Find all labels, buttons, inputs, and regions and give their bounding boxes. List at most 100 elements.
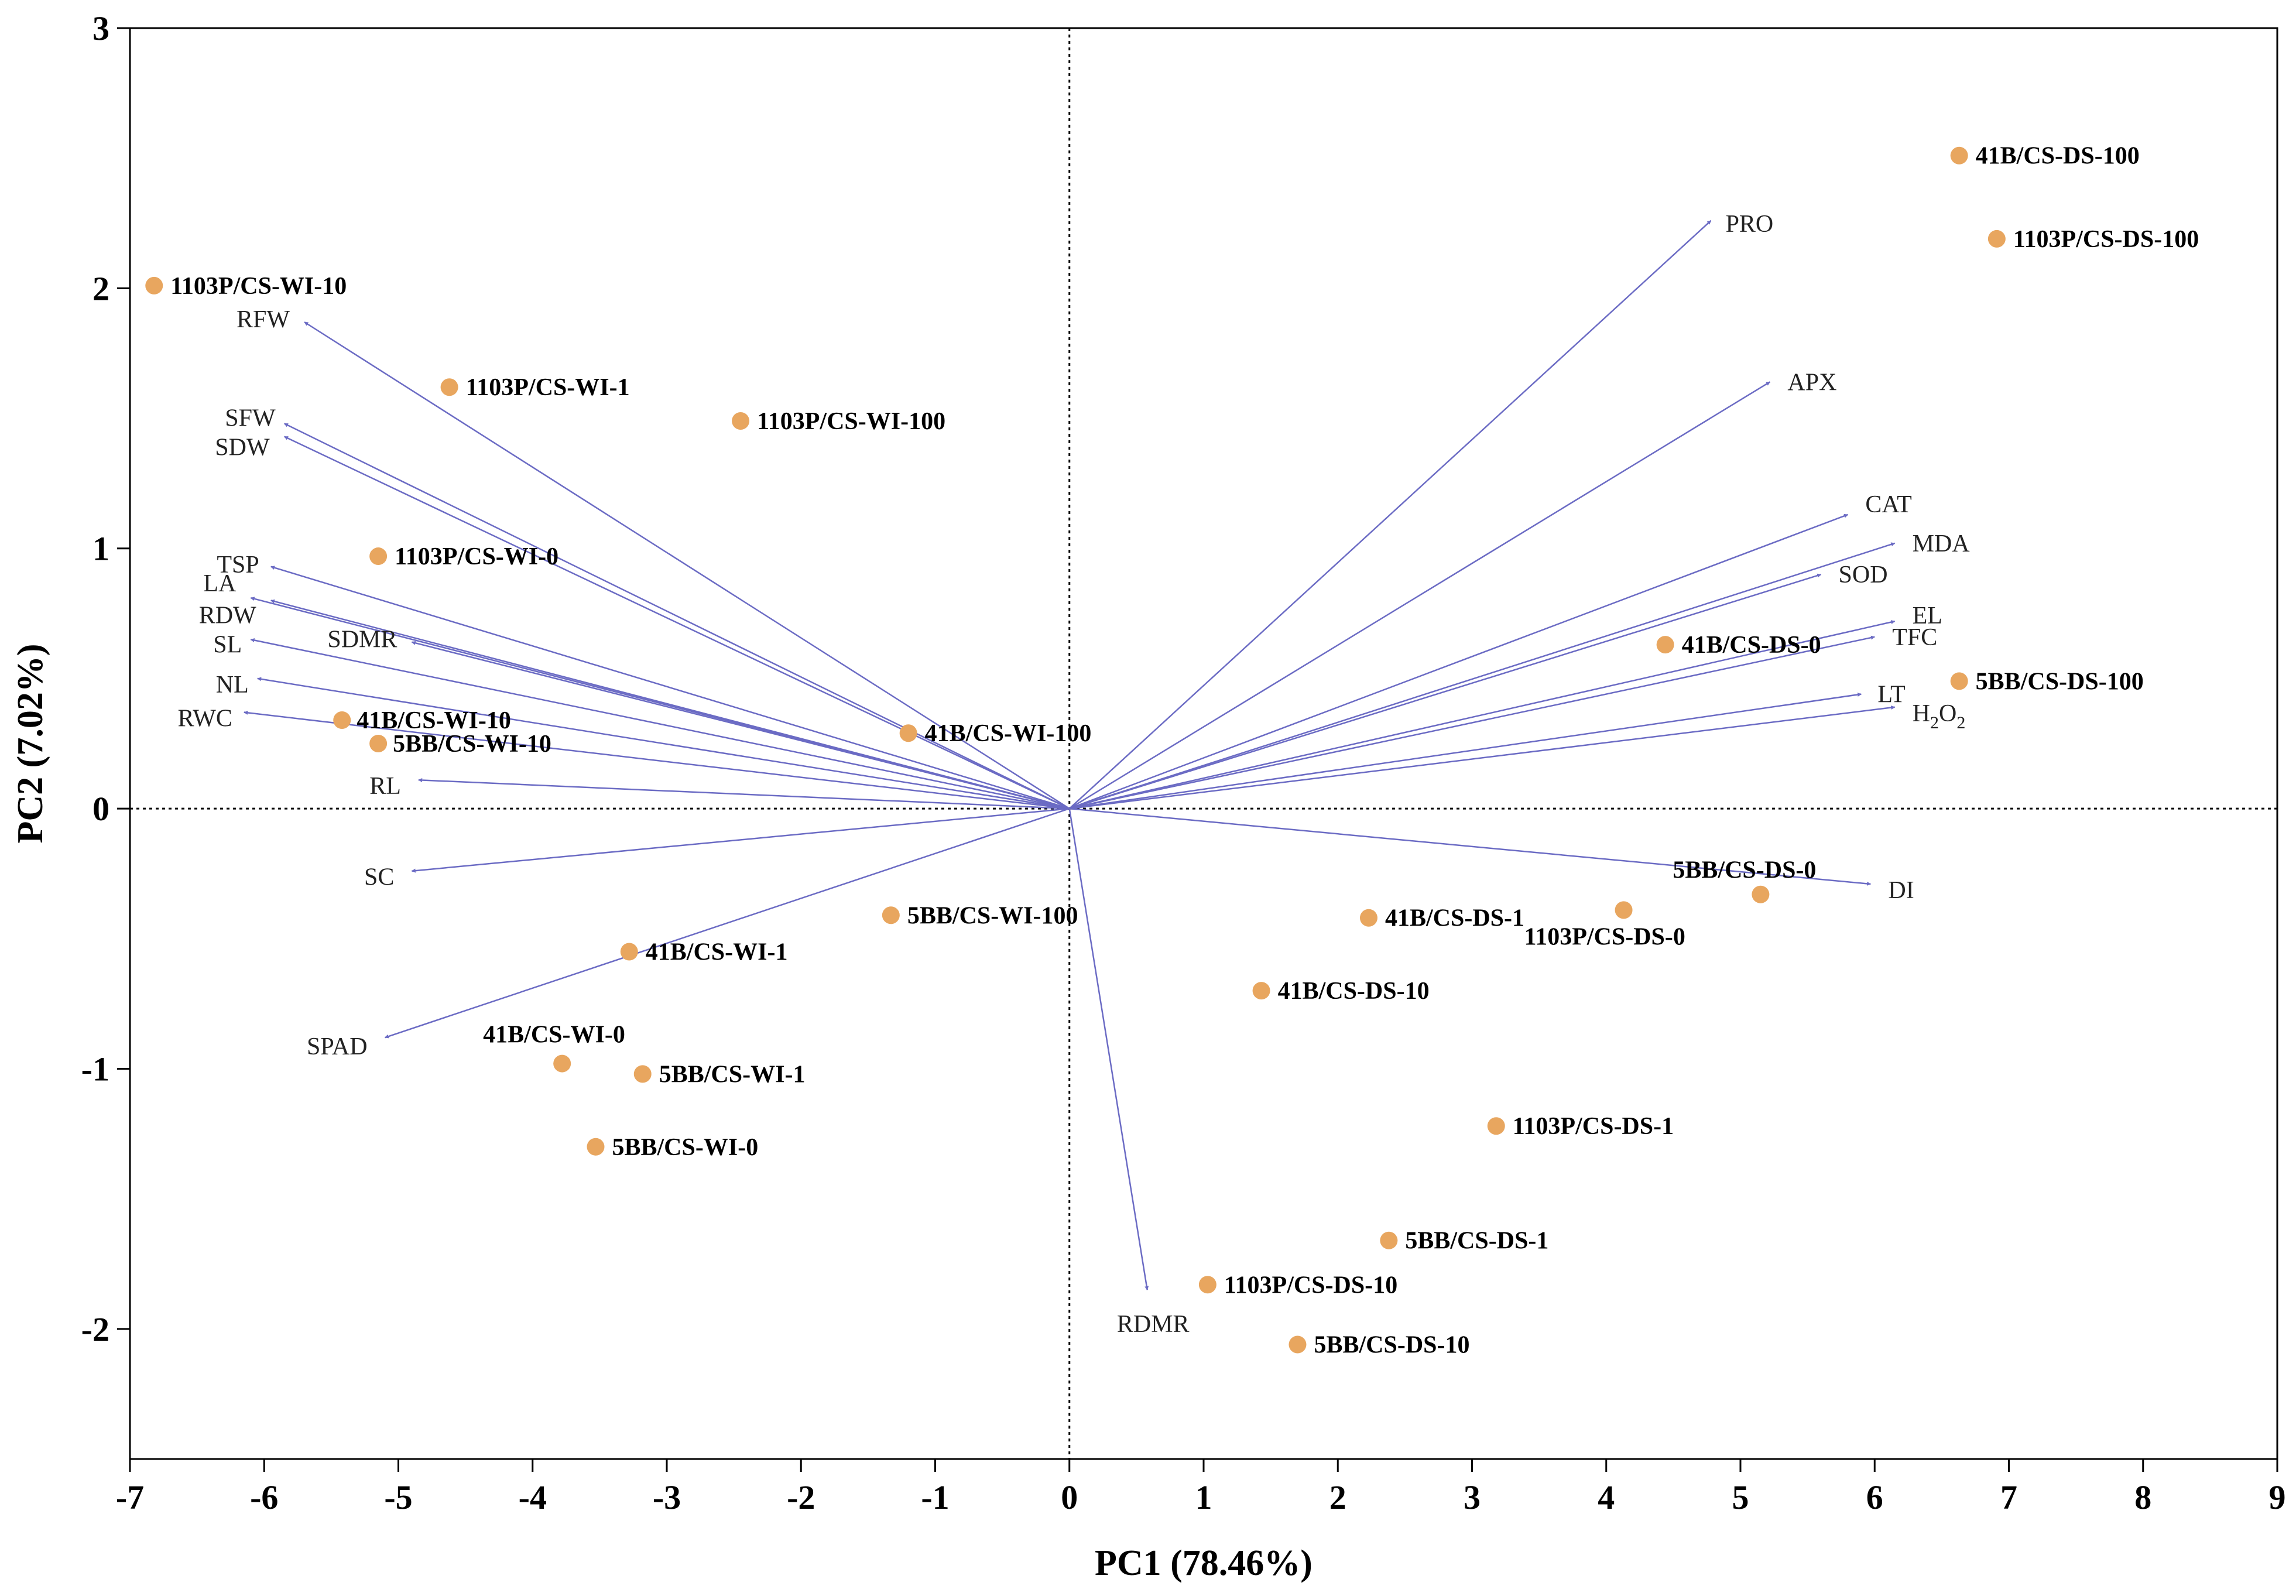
y-tick-label: 1	[92, 530, 109, 568]
loading-arrow-mda	[1069, 542, 1896, 810]
score-point-41b-cs-wi-0	[553, 1054, 571, 1073]
y-axis-title: PC2 (7.02%)	[11, 644, 50, 844]
loading-arrow-cat	[1069, 513, 1849, 810]
score-label-41b-cs-ds-1: 41B/CS-DS-1	[1385, 905, 1524, 932]
loading-arrow-sdw	[284, 436, 1070, 810]
y-tick-label: -2	[81, 1310, 109, 1348]
loading-label-di: DI	[1888, 877, 1914, 904]
score-point-41b-cs-ds-100	[1950, 146, 1968, 165]
score-label-5bb-cs-wi-0: 5BB/CS-WI-0	[612, 1134, 758, 1161]
loading-arrow-rl	[418, 778, 1070, 810]
loading-label-la: LA	[203, 570, 237, 597]
loading-arrow-rfw	[304, 321, 1070, 810]
loading-label-sfw: SFW	[225, 405, 276, 431]
score-label-5bb-cs-ds-0: 5BB/CS-DS-0	[1673, 857, 1816, 884]
x-axis-title: PC1 (78.46%)	[1095, 1543, 1313, 1583]
loading-arrow-rwc	[244, 710, 1070, 810]
score-point-41b-cs-ds-0	[1656, 636, 1674, 654]
score-label-41b-cs-ds-10: 41B/CS-DS-10	[1278, 978, 1430, 1005]
loading-label-rdmr: RDMR	[1117, 1311, 1190, 1338]
score-label-41b-cs-wi-1: 41B/CS-WI-1	[646, 939, 788, 965]
loading-arrow-sl	[250, 638, 1070, 810]
score-label-41b-cs-wi-10: 41B/CS-WI-10	[357, 707, 511, 734]
loading-label-sod: SOD	[1839, 561, 1888, 588]
score-point-1103p-cs-ds-1	[1487, 1117, 1505, 1135]
score-point-5bb-cs-ds-100	[1950, 672, 1968, 690]
score-point-1103p-cs-ds-10	[1198, 1276, 1216, 1294]
score-point-1103p-cs-wi-1	[440, 378, 458, 396]
loading-label-sdw: SDW	[215, 434, 270, 461]
score-label-5bb-cs-ds-100: 5BB/CS-DS-100	[1976, 668, 2144, 695]
loading-label-rfw: RFW	[237, 306, 290, 333]
score-label-1103p-cs-ds-10: 1103P/CS-DS-10	[1224, 1272, 1397, 1299]
score-label-41b-cs-wi-100: 41B/CS-WI-100	[925, 720, 1092, 747]
ticks-layer: -7 -6 -5 -4 -3 -2 -1 0 1 2 3 4 5 6 7 8 9 -2 -1 0 1 2 3	[81, 9, 2286, 1516]
score-point-41b-cs-wi-100	[899, 724, 917, 742]
score-label-1103p-cs-wi-0: 1103P/CS-WI-0	[395, 543, 558, 570]
score-point-41b-cs-ds-1	[1359, 909, 1377, 927]
x-tick-label: -2	[787, 1478, 815, 1516]
plot-frame	[129, 27, 2278, 1460]
x-tick-label: 4	[1598, 1478, 1615, 1516]
score-point-1103p-cs-wi-0	[369, 547, 388, 566]
score-point-5bb-cs-wi-1	[633, 1065, 652, 1083]
loading-label-rwc: RWC	[178, 705, 232, 732]
score-point-1103p-cs-wi-100	[732, 412, 750, 430]
loading-label-el: EL	[1913, 602, 1942, 629]
loading-arrow-rdmr	[1068, 808, 1149, 1290]
score-label-1103p-cs-ds-100: 1103P/CS-DS-100	[2013, 226, 2199, 253]
loading-label-nl: NL	[216, 672, 249, 698]
score-label-5bb-cs-ds-10: 5BB/CS-DS-10	[1314, 1331, 1469, 1358]
x-tick-label: 6	[1866, 1478, 1883, 1516]
x-tick-label: 7	[2000, 1478, 2017, 1516]
score-point-5bb-cs-wi-10	[369, 735, 388, 752]
zero-lines	[130, 28, 2277, 1459]
loading-label-sc: SC	[364, 864, 394, 891]
x-tick-label: -6	[250, 1478, 278, 1516]
x-tick-label: 2	[1329, 1478, 1346, 1516]
loading-arrow-pro	[1068, 220, 1712, 810]
score-point-41b-cs-ds-10	[1252, 982, 1270, 1000]
score-point-1103p-cs-ds-0	[1615, 901, 1633, 919]
score-point-41b-cs-wi-10	[333, 711, 351, 729]
x-tick-label: 1	[1195, 1478, 1212, 1516]
score-point-5bb-cs-ds-10	[1288, 1335, 1307, 1354]
loading-arrow-nl	[257, 677, 1070, 810]
loading-label-pro: PRO	[1726, 211, 1774, 238]
x-tick-label: 8	[2134, 1478, 2151, 1516]
loading-label-apx: APX	[1787, 369, 1836, 396]
loading-arrow-tsp	[270, 566, 1070, 810]
x-tick-label: 3	[1464, 1478, 1481, 1516]
score-label-5bb-cs-wi-100: 5BB/CS-WI-100	[907, 902, 1078, 929]
loading-arrow-el	[1069, 620, 1896, 810]
loading-arrow-tfc	[1069, 635, 1875, 810]
score-label-5bb-cs-wi-1: 5BB/CS-WI-1	[659, 1061, 806, 1088]
loading-label-sl: SL	[213, 631, 242, 658]
x-tick-label: 5	[1732, 1478, 1749, 1516]
loading-arrow-rdw	[270, 599, 1070, 810]
score-point-1103p-cs-wi-10	[145, 276, 163, 294]
score-label-41b-cs-wi-0: 41B/CS-WI-0	[483, 1022, 625, 1049]
loading-label-cat: CAT	[1865, 491, 1911, 518]
loading-label-tsp: TSP	[217, 552, 259, 578]
score-point-1103p-cs-ds-100	[1987, 230, 2006, 248]
loading-arrow-lt	[1069, 693, 1862, 810]
score-label-41b-cs-ds-100: 41B/CS-DS-100	[1976, 143, 2140, 170]
loading-label-h2o2: H2O2	[1913, 700, 1966, 732]
score-label-5bb-cs-wi-10: 5BB/CS-WI-10	[393, 731, 551, 758]
x-tick-label: -5	[384, 1478, 412, 1516]
x-tick-label: -7	[116, 1478, 144, 1516]
loading-label-rl: RL	[369, 773, 401, 800]
y-tick-label: 2	[92, 269, 109, 307]
score-label-41b-cs-ds-0: 41B/CS-DS-0	[1682, 632, 1821, 659]
score-label-1103p-cs-wi-100: 1103P/CS-WI-100	[757, 408, 945, 435]
loading-arrow-h2o2	[1069, 705, 1896, 810]
loading-arrow-apx	[1069, 381, 1771, 810]
loading-arrow-di	[1069, 807, 1872, 886]
y-tick-label: 0	[92, 790, 109, 828]
x-tick-label: -4	[519, 1478, 547, 1516]
score-label-1103p-cs-ds-1: 1103P/CS-DS-1	[1513, 1113, 1674, 1140]
loading-arrow-sod	[1069, 573, 1822, 810]
